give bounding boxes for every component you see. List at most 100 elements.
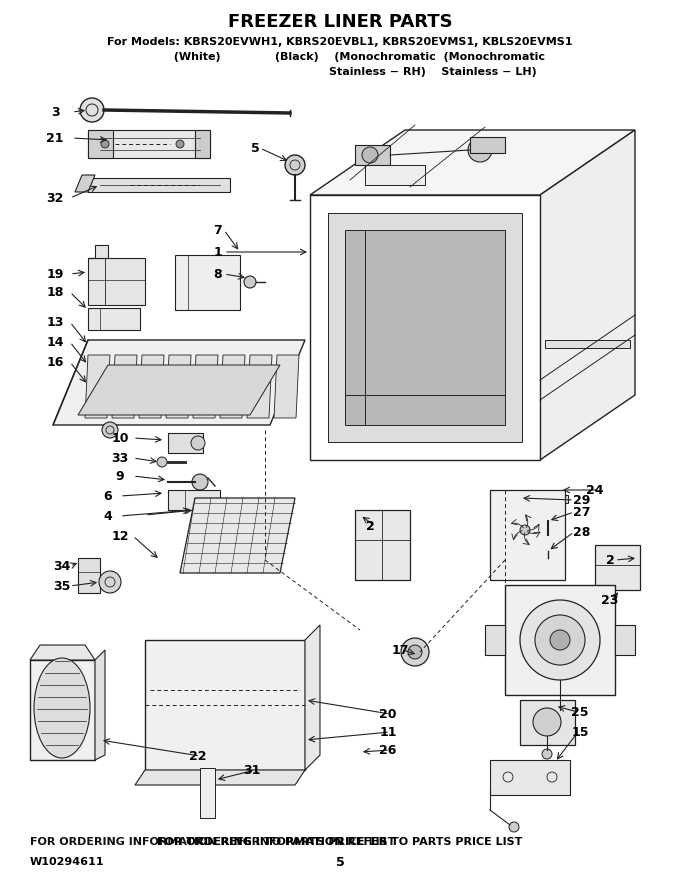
Text: 33: 33: [112, 451, 129, 465]
Circle shape: [408, 645, 422, 659]
Circle shape: [99, 571, 121, 593]
Text: 9: 9: [116, 470, 124, 482]
Text: 34: 34: [53, 560, 71, 573]
Polygon shape: [175, 255, 240, 310]
Text: 21: 21: [46, 131, 64, 144]
Circle shape: [192, 474, 208, 490]
Text: 18: 18: [46, 285, 64, 298]
Polygon shape: [112, 355, 137, 418]
Text: 32: 32: [46, 192, 64, 204]
Text: 23: 23: [601, 593, 619, 606]
Text: 16: 16: [46, 356, 64, 369]
Text: FOR ORDERING INFORMATION REFER TO PARTS PRICE LIST: FOR ORDERING INFORMATION REFER TO PARTS …: [30, 837, 395, 847]
Text: 4: 4: [103, 510, 112, 523]
Polygon shape: [305, 625, 320, 770]
Bar: [615, 625, 635, 655]
Text: 27: 27: [573, 505, 591, 518]
Circle shape: [101, 140, 109, 148]
Circle shape: [157, 457, 167, 467]
Bar: [200, 768, 215, 818]
Polygon shape: [88, 245, 108, 258]
Polygon shape: [168, 490, 220, 510]
Polygon shape: [139, 355, 164, 418]
Circle shape: [533, 708, 561, 736]
Polygon shape: [88, 130, 210, 158]
Circle shape: [176, 140, 184, 148]
Text: 26: 26: [379, 744, 396, 757]
Circle shape: [244, 276, 256, 288]
Bar: [508, 495, 568, 503]
Text: 35: 35: [53, 580, 71, 592]
Polygon shape: [355, 510, 410, 580]
Text: W10294611: W10294611: [30, 857, 105, 867]
Bar: [168, 433, 203, 453]
Text: 8: 8: [214, 268, 222, 281]
Circle shape: [468, 138, 492, 162]
Bar: [490, 490, 565, 580]
Bar: [195, 130, 210, 158]
Text: 25: 25: [571, 706, 589, 718]
Text: 22: 22: [189, 750, 207, 762]
Polygon shape: [88, 258, 145, 305]
Bar: [485, 625, 505, 655]
Polygon shape: [274, 355, 299, 418]
Text: 3: 3: [51, 106, 59, 119]
Circle shape: [401, 638, 429, 666]
Bar: [78, 558, 100, 593]
Circle shape: [102, 422, 118, 438]
Polygon shape: [180, 498, 295, 573]
Polygon shape: [75, 175, 95, 192]
Polygon shape: [78, 365, 280, 415]
Text: 11: 11: [379, 725, 396, 738]
Text: 14: 14: [46, 335, 64, 348]
Text: 7: 7: [214, 224, 222, 237]
Polygon shape: [310, 195, 540, 460]
Polygon shape: [88, 178, 230, 192]
Polygon shape: [145, 640, 305, 770]
Text: 2: 2: [366, 519, 375, 532]
Polygon shape: [595, 545, 640, 590]
Circle shape: [535, 495, 561, 521]
Text: 10: 10: [112, 431, 129, 444]
Bar: [365, 165, 425, 185]
Text: 28: 28: [573, 525, 591, 539]
Text: FOR ORDERING INFORMATION REFER TO PARTS PRICE LIST: FOR ORDERING INFORMATION REFER TO PARTS …: [157, 837, 523, 847]
Circle shape: [538, 531, 558, 551]
Text: 6: 6: [103, 489, 112, 502]
Ellipse shape: [34, 658, 90, 758]
Polygon shape: [88, 308, 140, 330]
Circle shape: [535, 615, 585, 665]
Circle shape: [285, 155, 305, 175]
Text: 12: 12: [112, 530, 129, 542]
Text: 1: 1: [214, 246, 222, 259]
Text: (White)              (Black)    (Monochromatic  (Monochromatic: (White) (Black) (Monochromatic (Monochro…: [135, 52, 545, 62]
Circle shape: [509, 822, 519, 832]
Text: 24: 24: [586, 483, 604, 496]
Bar: [520, 700, 575, 745]
Text: Stainless − RH)    Stainless − LH): Stainless − RH) Stainless − LH): [143, 67, 537, 77]
Polygon shape: [30, 645, 95, 660]
Polygon shape: [355, 145, 390, 165]
Polygon shape: [220, 355, 245, 418]
Polygon shape: [53, 340, 305, 425]
Text: 17: 17: [391, 643, 409, 656]
Text: 15: 15: [571, 725, 589, 738]
Polygon shape: [135, 770, 305, 785]
Polygon shape: [30, 660, 95, 760]
Text: 29: 29: [573, 494, 591, 507]
Circle shape: [80, 98, 104, 122]
Bar: [545, 340, 630, 348]
Text: 31: 31: [243, 764, 260, 776]
Text: FREEZER LINER PARTS: FREEZER LINER PARTS: [228, 13, 452, 31]
Bar: [88, 130, 113, 158]
Text: 20: 20: [379, 708, 396, 721]
Bar: [505, 585, 615, 695]
Circle shape: [542, 749, 552, 759]
Polygon shape: [95, 650, 105, 760]
Circle shape: [541, 555, 555, 569]
Polygon shape: [470, 137, 505, 153]
Circle shape: [520, 525, 530, 535]
Circle shape: [555, 710, 565, 720]
Text: 2: 2: [606, 554, 614, 567]
Polygon shape: [193, 355, 218, 418]
